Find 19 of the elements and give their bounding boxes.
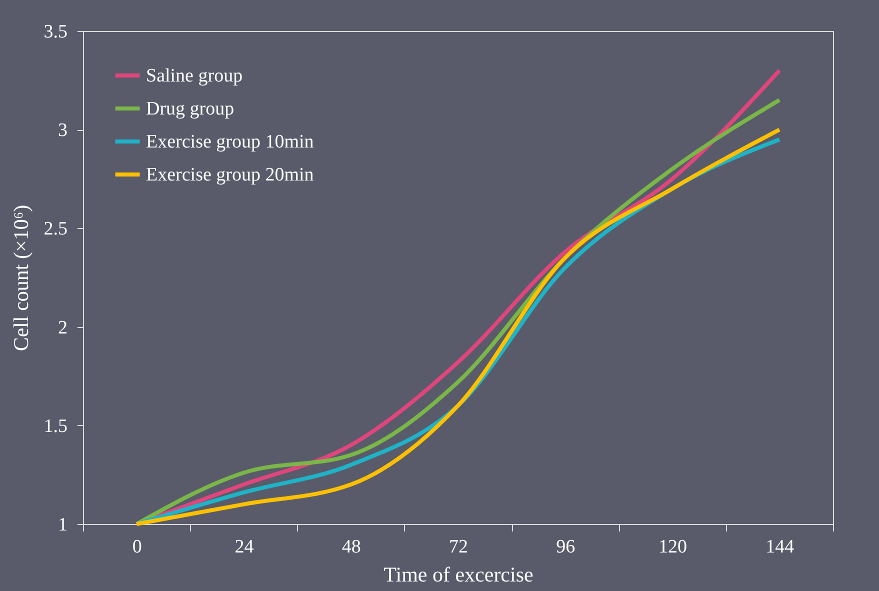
x-tick-label: 120 (658, 536, 688, 558)
y-tick-label: 1.5 (44, 416, 68, 437)
x-tick-label: 24 (234, 536, 254, 558)
x-tick-label: 72 (449, 536, 468, 558)
x-axis-title: Time of excercise (384, 562, 534, 586)
x-tick-label: 96 (556, 536, 576, 558)
y-tick-label: 3.5 (44, 22, 68, 42)
legend-label: Saline group (146, 66, 243, 86)
y-tick-label: 1 (58, 514, 68, 536)
legend-label: Drug group (146, 98, 234, 120)
y-tick-label: 2.5 (44, 218, 68, 240)
y-axis-title: Cell count (×10⁶) (8, 204, 33, 352)
x-tick-label: 144 (766, 536, 795, 558)
legend-label: Exercise group 20min (146, 164, 314, 186)
y-tick-label: 2 (58, 317, 68, 338)
x-tick-label: 48 (342, 536, 361, 558)
y-tick-label: 3 (58, 120, 68, 142)
x-tick-label: 0 (132, 536, 142, 558)
legend-label: Exercise group 10min (146, 132, 314, 152)
